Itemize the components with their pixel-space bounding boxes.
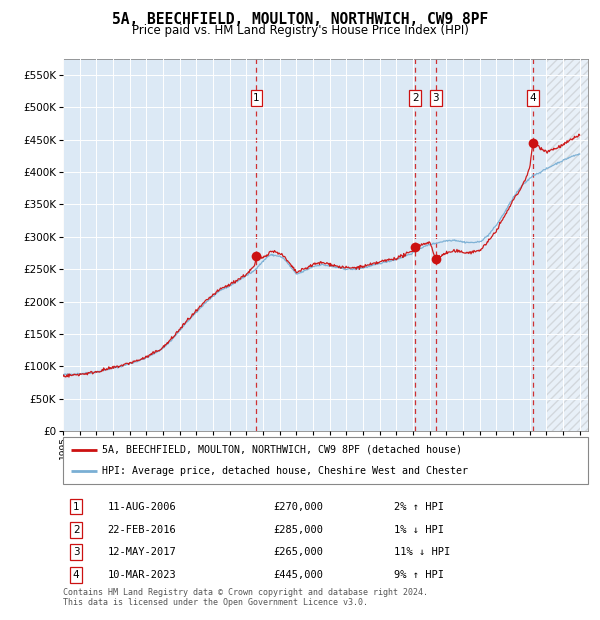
Text: HPI: Average price, detached house, Cheshire West and Chester: HPI: Average price, detached house, Ches…: [103, 466, 469, 476]
Text: £265,000: £265,000: [273, 547, 323, 557]
Text: £270,000: £270,000: [273, 502, 323, 512]
Text: 3: 3: [433, 93, 439, 103]
Text: 3: 3: [73, 547, 79, 557]
Text: 4: 4: [530, 93, 536, 103]
Text: 9% ↑ HPI: 9% ↑ HPI: [394, 570, 444, 580]
Text: 4: 4: [73, 570, 79, 580]
Text: Price paid vs. HM Land Registry's House Price Index (HPI): Price paid vs. HM Land Registry's House …: [131, 24, 469, 37]
Text: 2: 2: [412, 93, 419, 103]
Text: 22-FEB-2016: 22-FEB-2016: [107, 525, 176, 535]
Text: 11% ↓ HPI: 11% ↓ HPI: [394, 547, 450, 557]
Text: 10-MAR-2023: 10-MAR-2023: [107, 570, 176, 580]
FancyBboxPatch shape: [63, 437, 588, 484]
Text: 1: 1: [73, 502, 79, 512]
Text: 5A, BEECHFIELD, MOULTON, NORTHWICH, CW9 8PF (detached house): 5A, BEECHFIELD, MOULTON, NORTHWICH, CW9 …: [103, 445, 463, 454]
Text: 5A, BEECHFIELD, MOULTON, NORTHWICH, CW9 8PF: 5A, BEECHFIELD, MOULTON, NORTHWICH, CW9 …: [112, 12, 488, 27]
Text: £285,000: £285,000: [273, 525, 323, 535]
Bar: [547, 59, 588, 431]
Text: 1: 1: [253, 93, 260, 103]
Text: 1% ↓ HPI: 1% ↓ HPI: [394, 525, 444, 535]
Text: 2% ↑ HPI: 2% ↑ HPI: [394, 502, 444, 512]
Text: 12-MAY-2017: 12-MAY-2017: [107, 547, 176, 557]
Text: 11-AUG-2006: 11-AUG-2006: [107, 502, 176, 512]
Text: 2: 2: [73, 525, 79, 535]
Text: £445,000: £445,000: [273, 570, 323, 580]
Text: Contains HM Land Registry data © Crown copyright and database right 2024.
This d: Contains HM Land Registry data © Crown c…: [63, 588, 428, 607]
